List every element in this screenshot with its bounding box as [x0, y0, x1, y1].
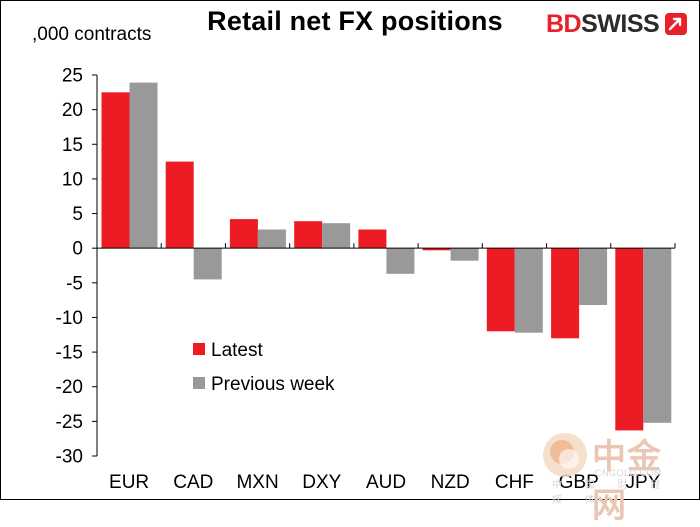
bar-previous-week-jpy	[643, 248, 672, 423]
bar-previous-week-dxy	[322, 223, 351, 249]
y-tick-label: -30	[56, 447, 83, 468]
y-axis-unit-label: ,000 contracts	[32, 24, 152, 45]
x-tick-label: CHF	[495, 472, 534, 493]
bar-previous-week-chf	[514, 248, 543, 333]
legend-label: Latest	[211, 340, 263, 361]
bar-latest-aud	[358, 229, 387, 249]
x-tick-label: MXN	[236, 472, 278, 493]
bar-previous-week-mxn	[257, 229, 286, 249]
watermark-subtitle: 中 国 财 经 媒 体	[552, 480, 671, 506]
bar-latest-jpy	[615, 248, 644, 431]
bar-previous-week-aud	[386, 248, 415, 274]
bar-previous-week-eur	[129, 82, 158, 249]
bar-latest-chf	[486, 248, 515, 332]
legend: Latest Previous week	[193, 340, 335, 395]
bars-group	[101, 82, 672, 431]
logo-suffix: SWISS	[581, 10, 660, 38]
bar-latest-gbp	[551, 248, 580, 339]
logo-wordmark: BDSWISS	[546, 10, 660, 38]
y-tick-label: 15	[62, 135, 83, 156]
x-tick-label: JPY	[625, 472, 660, 493]
y-tick-label: 5	[72, 204, 83, 225]
watermark-url: CNGOLD.COM	[595, 468, 663, 478]
bar-latest-nzd	[422, 248, 451, 251]
legend-swatch	[193, 377, 205, 389]
watermark-emblem-icon	[543, 433, 587, 477]
logo-arrow-icon	[665, 13, 687, 35]
bar-latest-eur	[101, 92, 130, 249]
bar-latest-dxy	[294, 221, 323, 249]
logo-prefix: BD	[546, 10, 582, 38]
y-tick-label: 20	[62, 100, 83, 121]
bar-previous-week-nzd	[450, 248, 479, 261]
y-tick-label: -25	[56, 412, 83, 433]
axes-group: 25 20 15 10 5 0 -5 -10 -15 -20 -25 -30 EUR CAD MXN DXY A…	[56, 66, 676, 493]
legend-swatch	[193, 343, 205, 355]
y-tick-label: -10	[56, 308, 83, 329]
x-tick-label: DXY	[302, 472, 341, 493]
x-tick-label: NZD	[431, 472, 470, 493]
y-tick-label: -20	[56, 377, 83, 398]
legend-label: Previous week	[211, 374, 335, 395]
chart-title: Retail net FX positions	[207, 6, 503, 36]
y-tick-label: -15	[56, 343, 83, 364]
bdswiss-logo: BDSWISS	[546, 10, 687, 40]
bar-chart: 25 20 15 10 5 0 -5 -10 -15 -20 -25 -30 EUR CAD MXN DXY A…	[56, 66, 676, 493]
y-tick-label: 25	[62, 66, 83, 87]
y-tick-label: 0	[72, 239, 83, 260]
x-tick-label: GBP	[559, 472, 599, 493]
bar-previous-week-cad	[193, 248, 222, 280]
x-tick-label: EUR	[109, 472, 149, 493]
y-tick-label: -5	[66, 273, 83, 294]
bar-latest-cad	[165, 161, 194, 249]
cngold-watermark: 中金网 CNGOLD.COM 中 国 财 经 媒 体	[540, 428, 690, 525]
x-tick-label: CAD	[173, 472, 213, 493]
bar-previous-week-gbp	[579, 248, 608, 305]
y-tick-label: 10	[62, 169, 83, 190]
bar-latest-mxn	[229, 219, 258, 249]
x-tick-label: AUD	[366, 472, 406, 493]
